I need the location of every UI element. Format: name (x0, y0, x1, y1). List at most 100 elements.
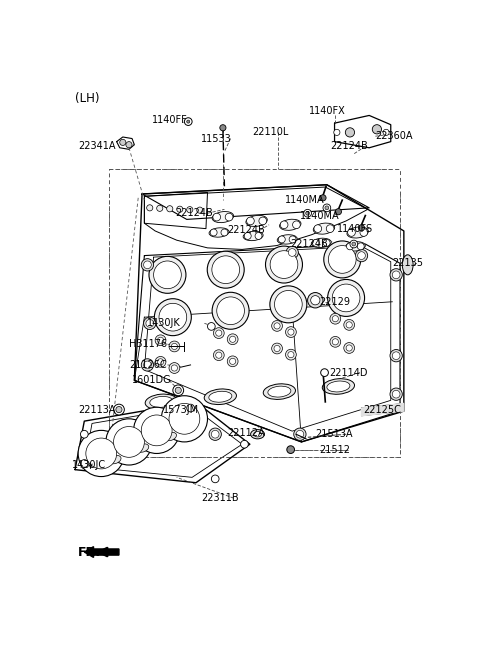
Circle shape (187, 120, 190, 123)
Circle shape (161, 396, 207, 442)
Text: 1140MA: 1140MA (285, 195, 324, 205)
Circle shape (352, 242, 356, 246)
Circle shape (330, 313, 341, 324)
Text: 21513A: 21513A (315, 429, 353, 439)
Circle shape (207, 251, 244, 288)
Circle shape (214, 350, 224, 360)
Circle shape (259, 217, 266, 225)
Ellipse shape (345, 242, 365, 251)
Polygon shape (361, 404, 404, 416)
Ellipse shape (312, 238, 331, 248)
Text: 22125C: 22125C (363, 405, 401, 415)
Ellipse shape (204, 389, 237, 405)
Ellipse shape (243, 232, 263, 241)
Circle shape (212, 292, 249, 329)
Circle shape (144, 317, 156, 330)
Ellipse shape (402, 255, 413, 275)
Circle shape (294, 428, 306, 440)
Circle shape (392, 271, 400, 279)
Text: 22311B: 22311B (201, 493, 239, 503)
Circle shape (159, 303, 187, 331)
Circle shape (344, 320, 355, 330)
Circle shape (187, 207, 193, 213)
Circle shape (155, 335, 166, 346)
Circle shape (155, 356, 166, 368)
Circle shape (144, 261, 151, 269)
Circle shape (114, 404, 124, 415)
Circle shape (133, 407, 180, 453)
Circle shape (390, 269, 402, 281)
Circle shape (324, 241, 361, 278)
Circle shape (217, 297, 244, 324)
Circle shape (78, 430, 124, 477)
Circle shape (288, 249, 296, 256)
Circle shape (116, 407, 122, 413)
Circle shape (157, 359, 164, 365)
FancyArrow shape (84, 547, 119, 557)
Circle shape (169, 404, 200, 434)
Circle shape (357, 243, 364, 250)
Circle shape (209, 428, 221, 440)
Circle shape (81, 460, 88, 468)
Circle shape (211, 475, 219, 483)
Circle shape (216, 352, 222, 358)
Circle shape (255, 232, 262, 239)
Text: 22113A: 22113A (78, 405, 116, 415)
Circle shape (293, 221, 300, 229)
Ellipse shape (150, 396, 173, 407)
Circle shape (288, 352, 294, 358)
Text: 1140FS: 1140FS (337, 224, 373, 233)
Circle shape (270, 286, 307, 323)
Circle shape (265, 246, 302, 283)
Text: 1140MA: 1140MA (300, 211, 339, 220)
Circle shape (346, 345, 352, 351)
Circle shape (214, 328, 224, 339)
Text: 22124B: 22124B (331, 141, 369, 151)
Circle shape (312, 239, 319, 247)
Circle shape (372, 125, 382, 134)
Circle shape (81, 430, 88, 438)
Ellipse shape (246, 215, 267, 226)
Text: 22114D: 22114D (329, 368, 368, 377)
Circle shape (270, 250, 298, 279)
Circle shape (314, 225, 322, 232)
Circle shape (390, 349, 402, 362)
Ellipse shape (254, 432, 262, 437)
Circle shape (332, 284, 360, 312)
Circle shape (390, 388, 402, 400)
Circle shape (347, 243, 353, 250)
Circle shape (360, 229, 368, 236)
Circle shape (326, 225, 334, 232)
Text: 22341A: 22341A (78, 141, 116, 151)
Circle shape (286, 327, 296, 337)
Circle shape (171, 343, 178, 349)
Circle shape (359, 225, 365, 231)
Circle shape (141, 415, 172, 446)
Circle shape (197, 207, 203, 213)
Circle shape (274, 323, 280, 329)
Circle shape (392, 352, 400, 360)
Circle shape (332, 339, 338, 345)
Text: 22129: 22129 (319, 297, 350, 307)
Ellipse shape (145, 394, 178, 409)
Text: 1601DG: 1601DG (132, 375, 172, 385)
Ellipse shape (209, 228, 229, 237)
Circle shape (296, 430, 304, 438)
Circle shape (275, 290, 302, 318)
Circle shape (358, 252, 365, 260)
Text: 1573JM: 1573JM (163, 405, 199, 415)
Circle shape (229, 336, 236, 342)
Circle shape (247, 217, 254, 225)
Ellipse shape (263, 384, 296, 400)
Circle shape (344, 343, 355, 353)
Text: 1430JK: 1430JK (147, 318, 181, 328)
Ellipse shape (279, 219, 301, 230)
Circle shape (167, 206, 173, 212)
Ellipse shape (313, 223, 335, 234)
Circle shape (227, 334, 238, 345)
Circle shape (392, 390, 400, 398)
Circle shape (211, 430, 219, 438)
Text: 11533: 11533 (201, 133, 232, 143)
Text: 22110L: 22110L (252, 128, 288, 137)
Circle shape (184, 118, 192, 126)
